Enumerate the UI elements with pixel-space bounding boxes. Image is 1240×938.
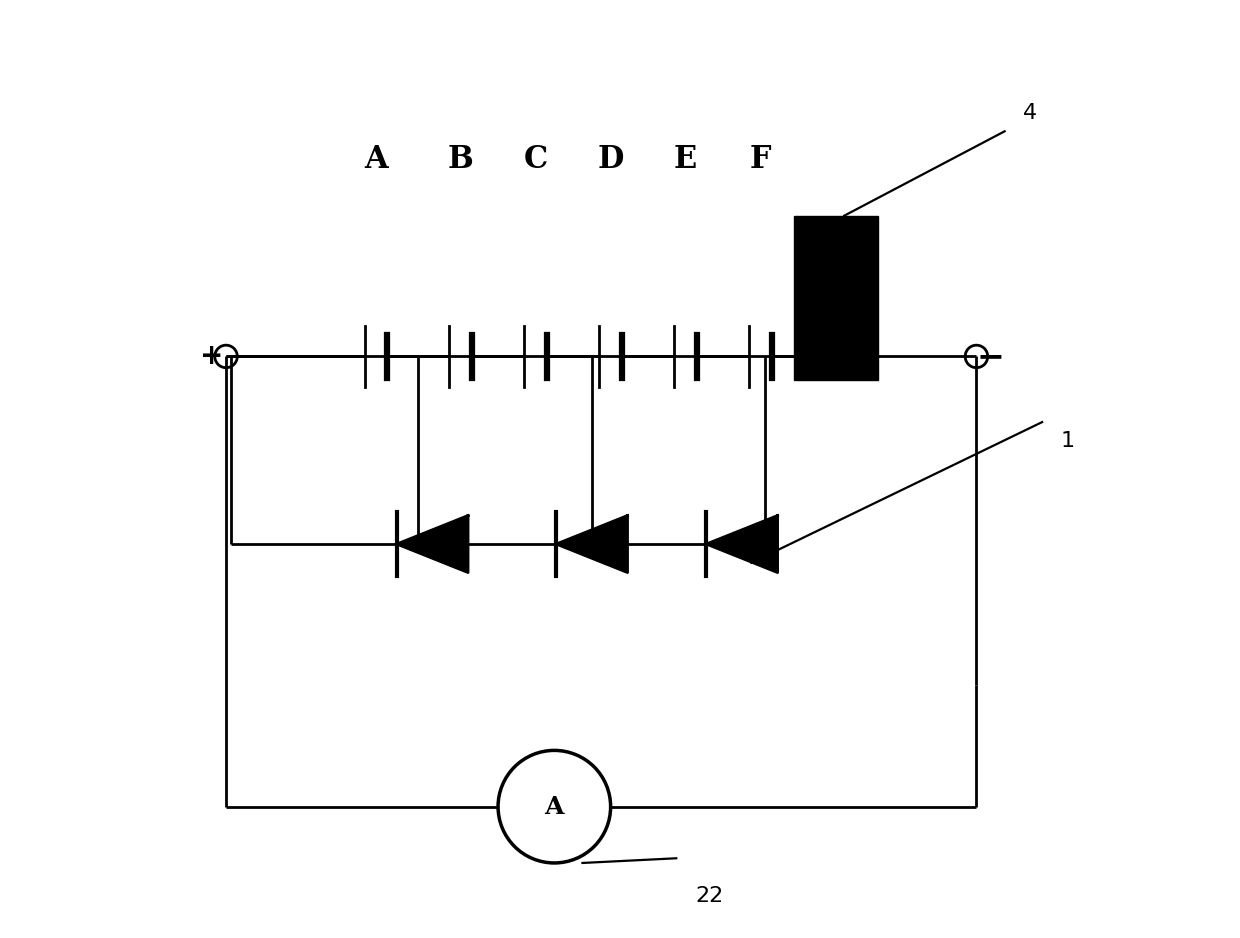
- Bar: [794, 216, 878, 380]
- Text: B: B: [448, 144, 474, 175]
- Text: −: −: [977, 340, 1004, 373]
- Text: 1: 1: [1061, 431, 1075, 451]
- Text: E: E: [675, 144, 697, 175]
- Text: 4: 4: [1023, 102, 1038, 123]
- Text: 22: 22: [696, 885, 723, 906]
- Text: +: +: [201, 342, 223, 371]
- Polygon shape: [707, 516, 777, 572]
- Text: D: D: [598, 144, 624, 175]
- Polygon shape: [397, 516, 467, 572]
- Text: C: C: [523, 144, 548, 175]
- Text: F: F: [750, 144, 771, 175]
- Text: A: A: [365, 144, 388, 175]
- Text: A: A: [544, 794, 564, 819]
- Polygon shape: [557, 516, 627, 572]
